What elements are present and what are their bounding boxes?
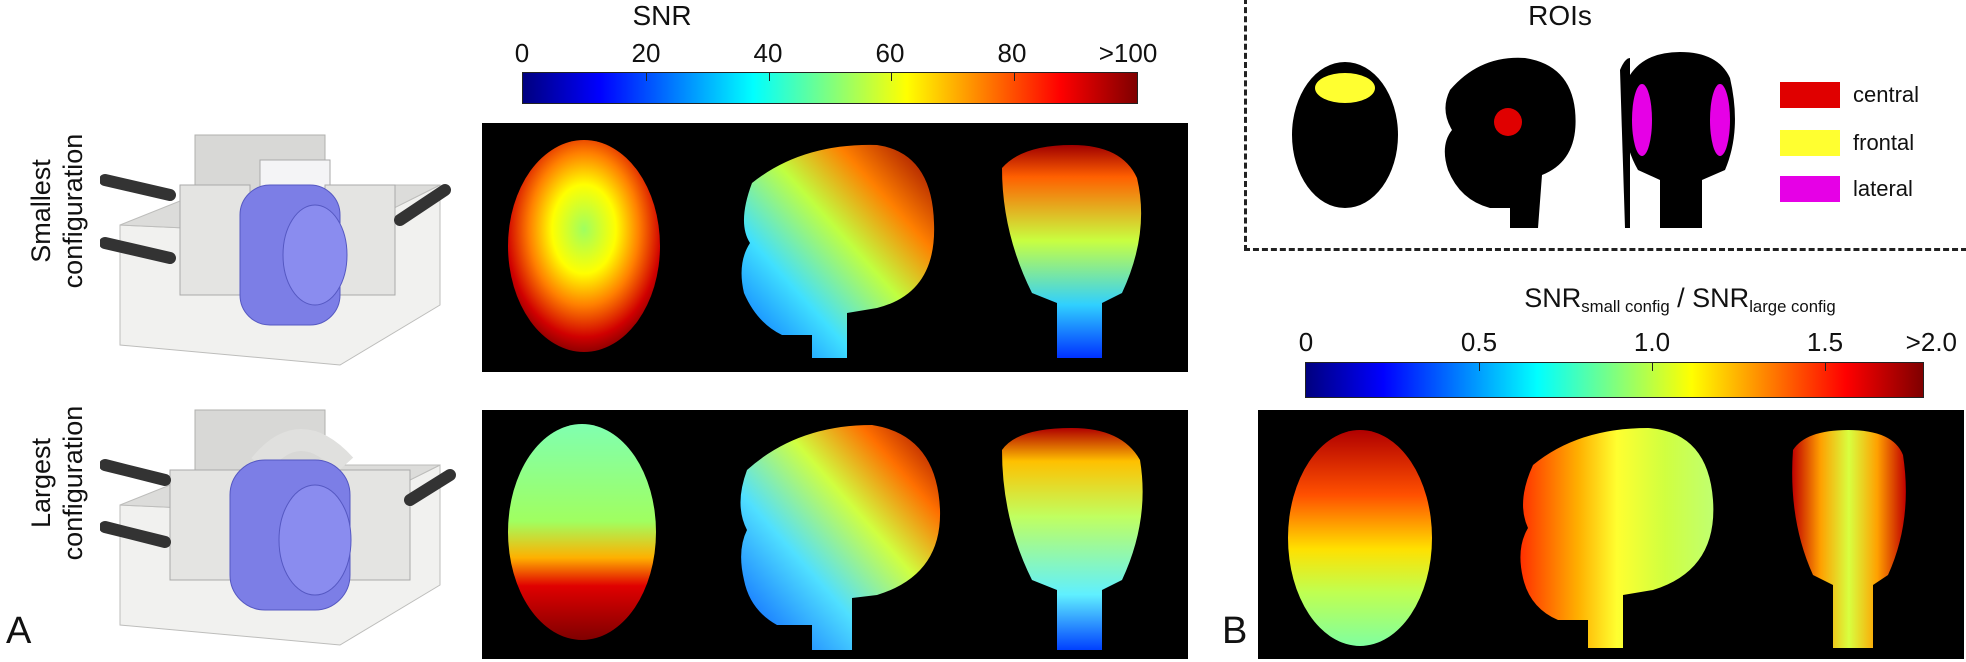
- ratio-colorbar-tick: [1479, 363, 1480, 371]
- snr-colorbar-tick: [891, 73, 892, 81]
- row-label-largest: Largest configuration: [25, 363, 95, 603]
- legend-swatch-lateral: [1780, 176, 1840, 202]
- ratio-colorbar-tick: [1825, 363, 1826, 371]
- row-label-largest-line1: Largest: [26, 437, 56, 529]
- snr-tick-label: >100: [1098, 38, 1158, 68]
- ratio-colorbar: [1305, 362, 1924, 398]
- snr-colorbar-tick: [646, 73, 647, 81]
- ratio-colorbar-tick: [1652, 363, 1653, 371]
- snr-colorbar-tick: [769, 73, 770, 81]
- roi-mask-sagittal: [1444, 57, 1576, 229]
- panel-b-letter: B: [1222, 610, 1248, 652]
- roi-box-dashed-border: [1244, 0, 1966, 251]
- ratio-title-separator: /: [1669, 283, 1693, 313]
- ratio-title-sub-2: large config: [1749, 297, 1836, 317]
- legend-label-lateral: lateral: [1853, 176, 1913, 201]
- roi-title: ROIs: [1528, 0, 1592, 31]
- snr-ratio-map: [1258, 410, 1964, 659]
- roi-central-region: [1494, 108, 1522, 136]
- row-label-smallest-line2: configuration: [58, 133, 88, 289]
- roi-frontal-region: [1315, 73, 1375, 103]
- snr-colorbar: [522, 72, 1138, 104]
- roi-lateral-region-right: [1710, 84, 1730, 156]
- panel-a-letter: A: [6, 610, 32, 652]
- roi-mask-axial: [1292, 62, 1398, 208]
- ratio-tick-label: 1.5: [1806, 327, 1844, 357]
- row-label-smallest-line1: Smallest: [26, 159, 56, 263]
- ratio-tick-label: 0: [1298, 327, 1314, 357]
- row-label-smallest: Smallest configuration: [25, 91, 95, 331]
- coil-device-smallest-illustration: [100, 134, 451, 366]
- legend-swatch-central: [1780, 82, 1840, 108]
- snr-tick-label: 0: [514, 38, 530, 68]
- roi-lateral-region-left: [1632, 84, 1652, 156]
- roi-mask-coronal-full: [1624, 52, 1735, 228]
- ratio-colorbar-title: SNRsmall config / SNRlarge config: [1400, 283, 1960, 317]
- snr-tick-label: 20: [631, 38, 661, 68]
- legend-label-central: central: [1853, 82, 1920, 107]
- snr-map-smallest-config: [482, 123, 1188, 372]
- ratio-tick-label: 0.5: [1460, 327, 1498, 357]
- snr-tick-label: 80: [997, 38, 1027, 68]
- row-label-largest-line2: configuration: [58, 405, 88, 561]
- ratio-title-sub-1: small config: [1581, 297, 1670, 317]
- snr-colorbar-title: SNR: [632, 0, 692, 31]
- ratio-title-snr-1: SNR: [1524, 283, 1582, 313]
- ratio-tick-label: >2.0: [1905, 327, 1957, 357]
- roi-masks: [1292, 57, 1630, 229]
- snr-colorbar-tick: [1014, 73, 1015, 81]
- snr-tick-label: 40: [753, 38, 783, 68]
- snr-tick-label: 60: [875, 38, 905, 68]
- legend-label-frontal: frontal: [1853, 130, 1915, 155]
- snr-map-largest-config: [482, 410, 1188, 659]
- legend-swatch-frontal: [1780, 130, 1840, 156]
- ratio-tick-label: 1.0: [1633, 327, 1671, 357]
- ratio-title-snr-2: SNR: [1692, 283, 1750, 313]
- coil-device-largest-illustration: [100, 409, 456, 646]
